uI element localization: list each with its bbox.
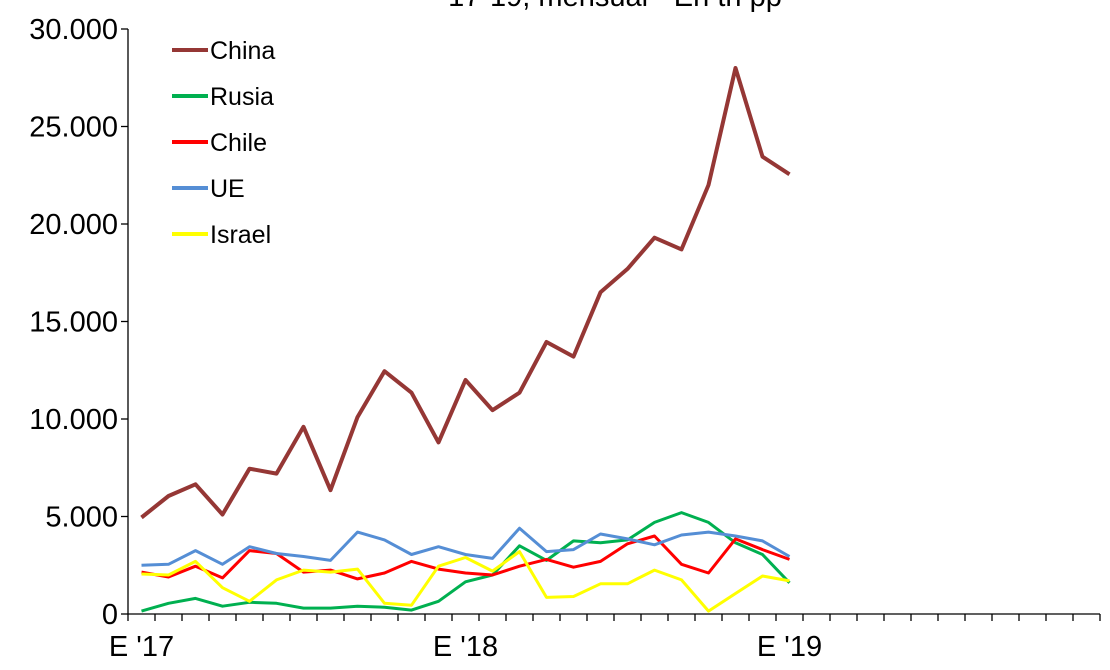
y-tick-label: 30.000 [29,14,118,46]
x-tick-label: E '18 [433,631,498,663]
y-tick-label: 15.000 [29,307,118,339]
y-tick-label: 25.000 [29,112,118,144]
legend-label-israel: Israel [210,221,271,249]
legend-label-rusia: Rusia [210,83,274,111]
y-tick-label: 20.000 [29,209,118,241]
series-line-ue [141,526,791,567]
series-layer [140,66,791,613]
y-tick-label: 10.000 [29,404,118,436]
series-line-chile [141,534,791,581]
y-tick-label: 0 [102,599,118,631]
legend-label-chile: Chile [210,129,267,157]
axes: 0 5.000 10.000 15.000 20.000 25.000 30.000 E '1… [29,14,1101,663]
legend-label-china: China [210,37,275,65]
x-tick-label: E '19 [757,631,822,663]
legend: China Rusia Chile UE Israel [172,37,275,249]
chart-title: 17-19, mensual - En th pp [448,0,782,13]
x-tick-label: E '17 [109,631,174,663]
legend-label-ue: UE [210,175,245,203]
y-tick-label: 5.000 [45,502,118,534]
series-line-china [140,66,791,520]
series-line-israel [141,550,790,613]
